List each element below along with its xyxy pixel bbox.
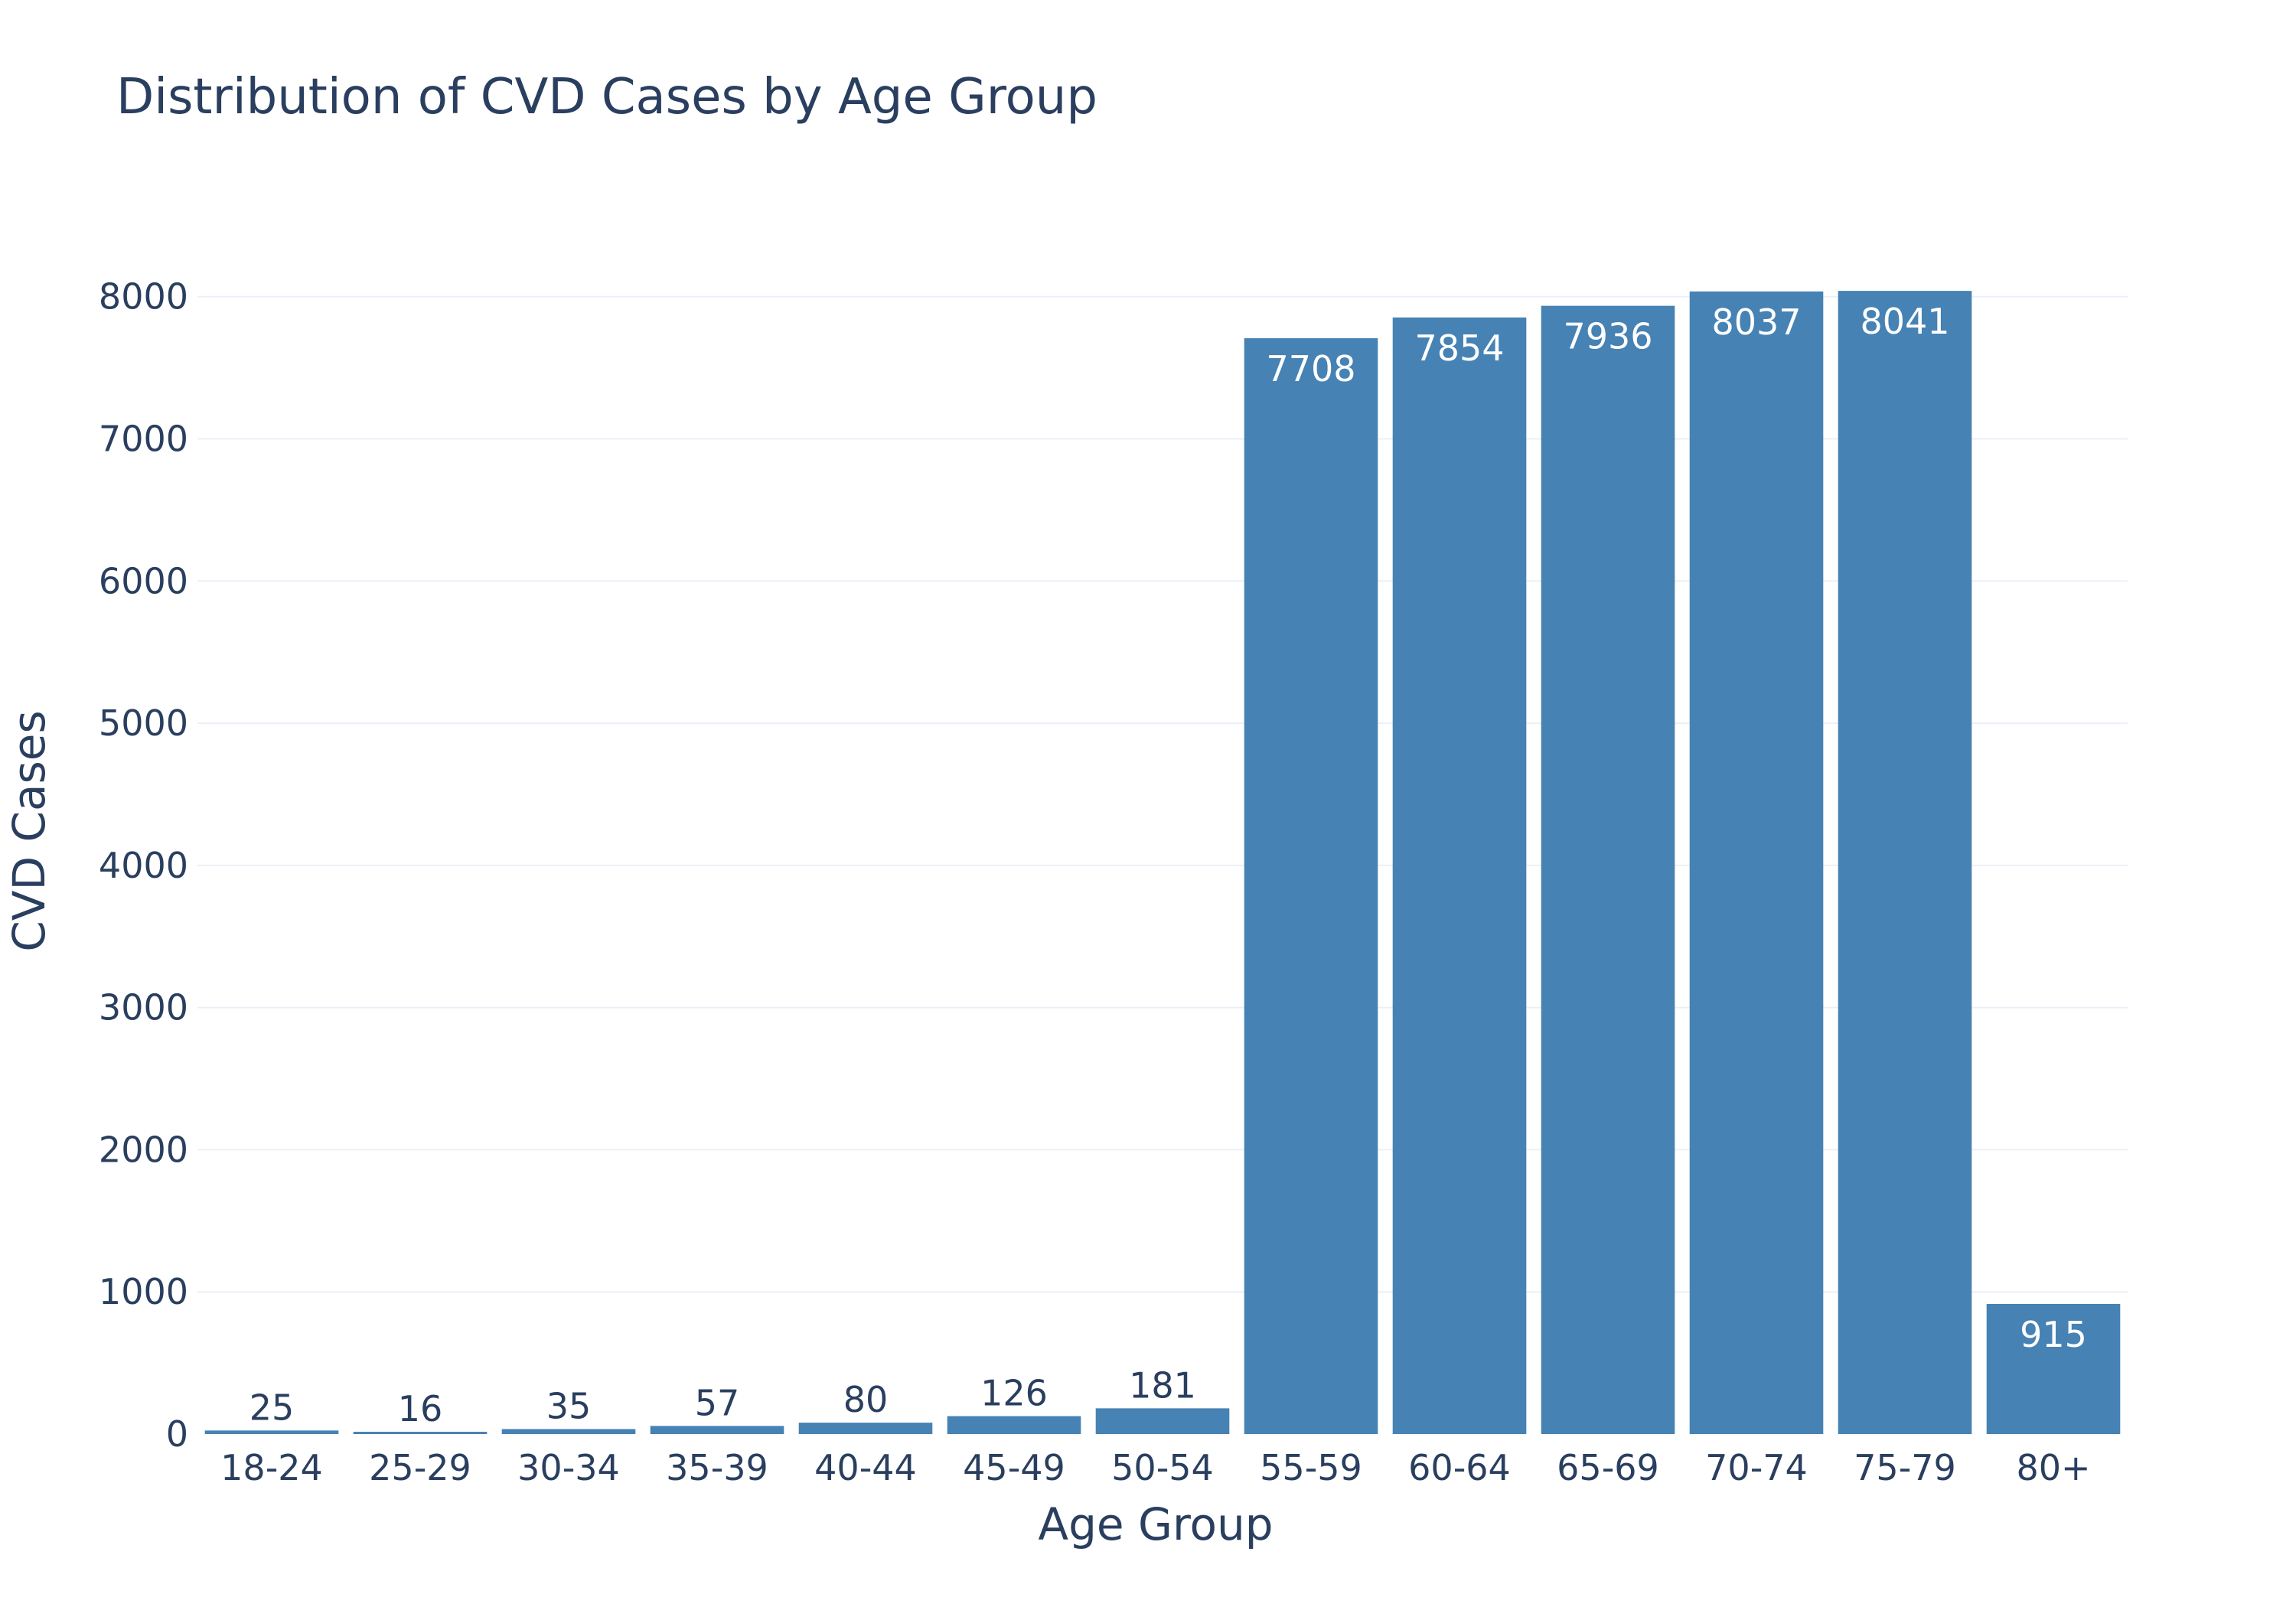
bar-value-label: 35 [546, 1385, 592, 1426]
bar-value-label: 7708 [1266, 348, 1355, 390]
x-tick-label: 55-59 [1260, 1447, 1362, 1488]
y-tick-label: 3000 [99, 987, 188, 1028]
x-tick-label: 25-29 [369, 1447, 471, 1488]
x-tick-label: 50-54 [1111, 1447, 1214, 1488]
y-tick-label: 4000 [99, 845, 188, 886]
bar-value-label: 8037 [1711, 302, 1801, 343]
x-tick-label: 60-64 [1408, 1447, 1511, 1488]
bar-75-79 [1838, 291, 1972, 1435]
x-axis-ticks: 18-24 25-29 30-34 35-39 40-44 45-49 50-54 55-59… [220, 1447, 2090, 1488]
bar-60-64 [1392, 317, 1527, 1434]
y-tick-label: 6000 [99, 560, 188, 601]
y-tick-label: 7000 [99, 419, 188, 460]
bar-value-label: 80 [843, 1379, 889, 1420]
bar-value-label: 57 [695, 1382, 740, 1423]
y-tick-label: 2000 [99, 1129, 188, 1170]
chart-title: Distribution of CVD Cases by Age Group [116, 69, 1097, 125]
x-tick-label: 80+ [2016, 1447, 2090, 1488]
bar-value-label: 25 [249, 1387, 295, 1428]
bar-80+ [1986, 1304, 2121, 1434]
y-axis-title: CVD Cases [3, 710, 55, 951]
x-tick-label: 75-79 [1854, 1447, 1956, 1488]
y-tick-label: 1000 [99, 1271, 188, 1312]
bar-value-label: 7936 [1563, 316, 1652, 357]
x-tick-label: 30-34 [517, 1447, 620, 1488]
bar-labels: 25 16 35 57 80 126 181 7708 7854 7936 8037 8041 915 [249, 301, 2087, 1429]
bar-value-label: 8041 [1860, 301, 1949, 342]
x-tick-label: 35-39 [666, 1447, 768, 1488]
bar-35-39 [650, 1426, 784, 1434]
bar-65-69 [1541, 305, 1675, 1434]
y-tick-label: 5000 [99, 702, 188, 744]
bar-30-34 [501, 1429, 636, 1434]
x-axis-title: Age Group [1038, 1498, 1273, 1550]
x-tick-label: 70-74 [1705, 1447, 1808, 1488]
bars [204, 291, 2121, 1435]
bar-45-49 [947, 1416, 1081, 1434]
bar-value-label: 181 [1129, 1364, 1196, 1406]
bar-value-label: 915 [2020, 1314, 2087, 1355]
bar-18-24 [204, 1430, 339, 1434]
bar-value-label: 16 [398, 1388, 443, 1429]
bar-70-74 [1689, 291, 1824, 1435]
bar-25-29 [353, 1432, 488, 1434]
y-tick-label: 0 [166, 1413, 188, 1455]
bar-value-label: 126 [980, 1373, 1048, 1414]
x-tick-label: 45-49 [963, 1447, 1065, 1488]
x-tick-label: 65-69 [1557, 1447, 1659, 1488]
y-axis-ticks: 0 1000 2000 3000 4000 5000 6000 7000 8000 [99, 276, 188, 1455]
bar-50-54 [1095, 1408, 1230, 1434]
bar-55-59 [1244, 337, 1378, 1434]
bar-value-label: 7854 [1414, 328, 1504, 369]
y-tick-label: 8000 [99, 276, 188, 318]
bar-40-44 [798, 1423, 933, 1434]
grid-lines [197, 295, 2128, 1293]
x-tick-label: 40-44 [814, 1447, 917, 1488]
x-tick-label: 18-24 [220, 1447, 323, 1488]
